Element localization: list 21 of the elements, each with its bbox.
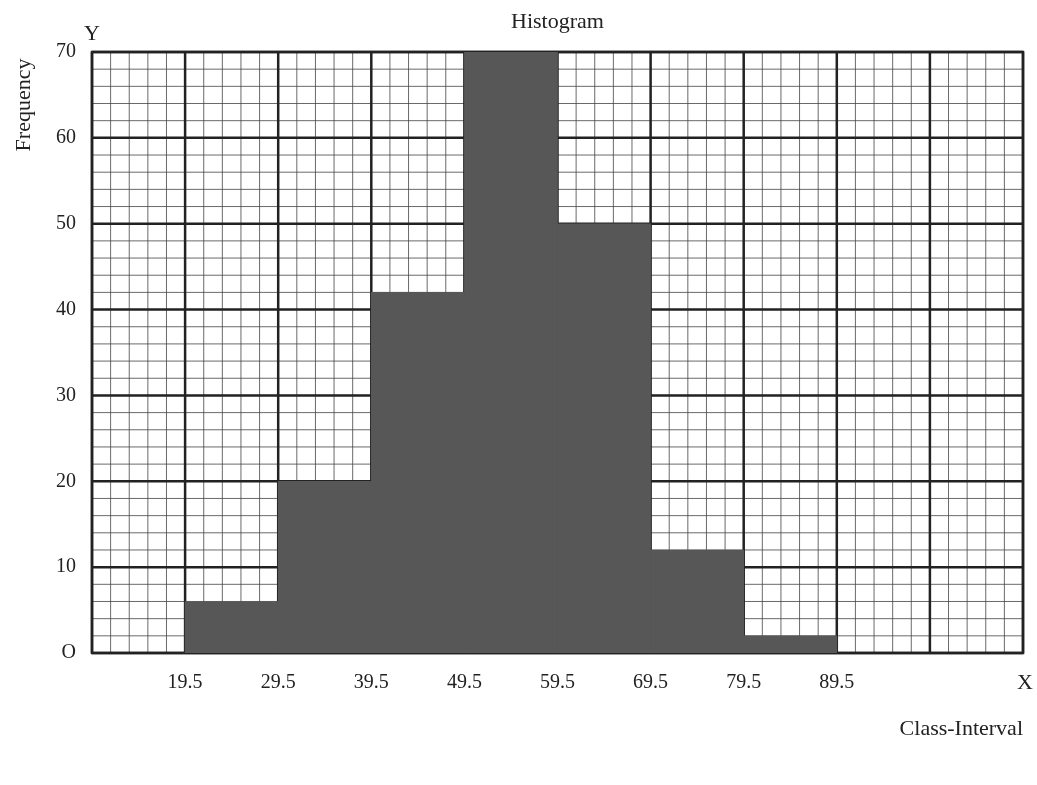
text: Y — [84, 19, 101, 45]
x-tick-label: 29.5 — [260, 670, 296, 693]
x-tick-label: 59.5 — [540, 670, 575, 693]
y-tick-label: 20 — [56, 468, 76, 491]
x-tick-label: 69.5 — [633, 670, 669, 693]
y-tick-label: 30 — [56, 382, 76, 405]
y-tick-label: 70 — [56, 39, 76, 62]
x-tick-label: 79.5 — [726, 670, 762, 693]
y-tick-label: O — [61, 640, 76, 663]
x-tick-label: 49.5 — [446, 670, 482, 693]
y-tick-label: 50 — [56, 210, 76, 233]
x-axis-title: Class-Interval — [899, 714, 1023, 740]
x-tick-label: 19.5 — [167, 670, 203, 693]
text: X — [1017, 668, 1034, 694]
chart-title: Histogram — [511, 7, 604, 33]
y-tick-label: 10 — [56, 554, 76, 577]
y-tick-label: 40 — [56, 296, 76, 319]
y-tick-label: 60 — [56, 125, 76, 148]
x-tick-label: 39.5 — [353, 670, 389, 693]
y-axis-title: Frequency — [9, 58, 35, 152]
x-tick-label: 89.5 — [819, 670, 855, 693]
